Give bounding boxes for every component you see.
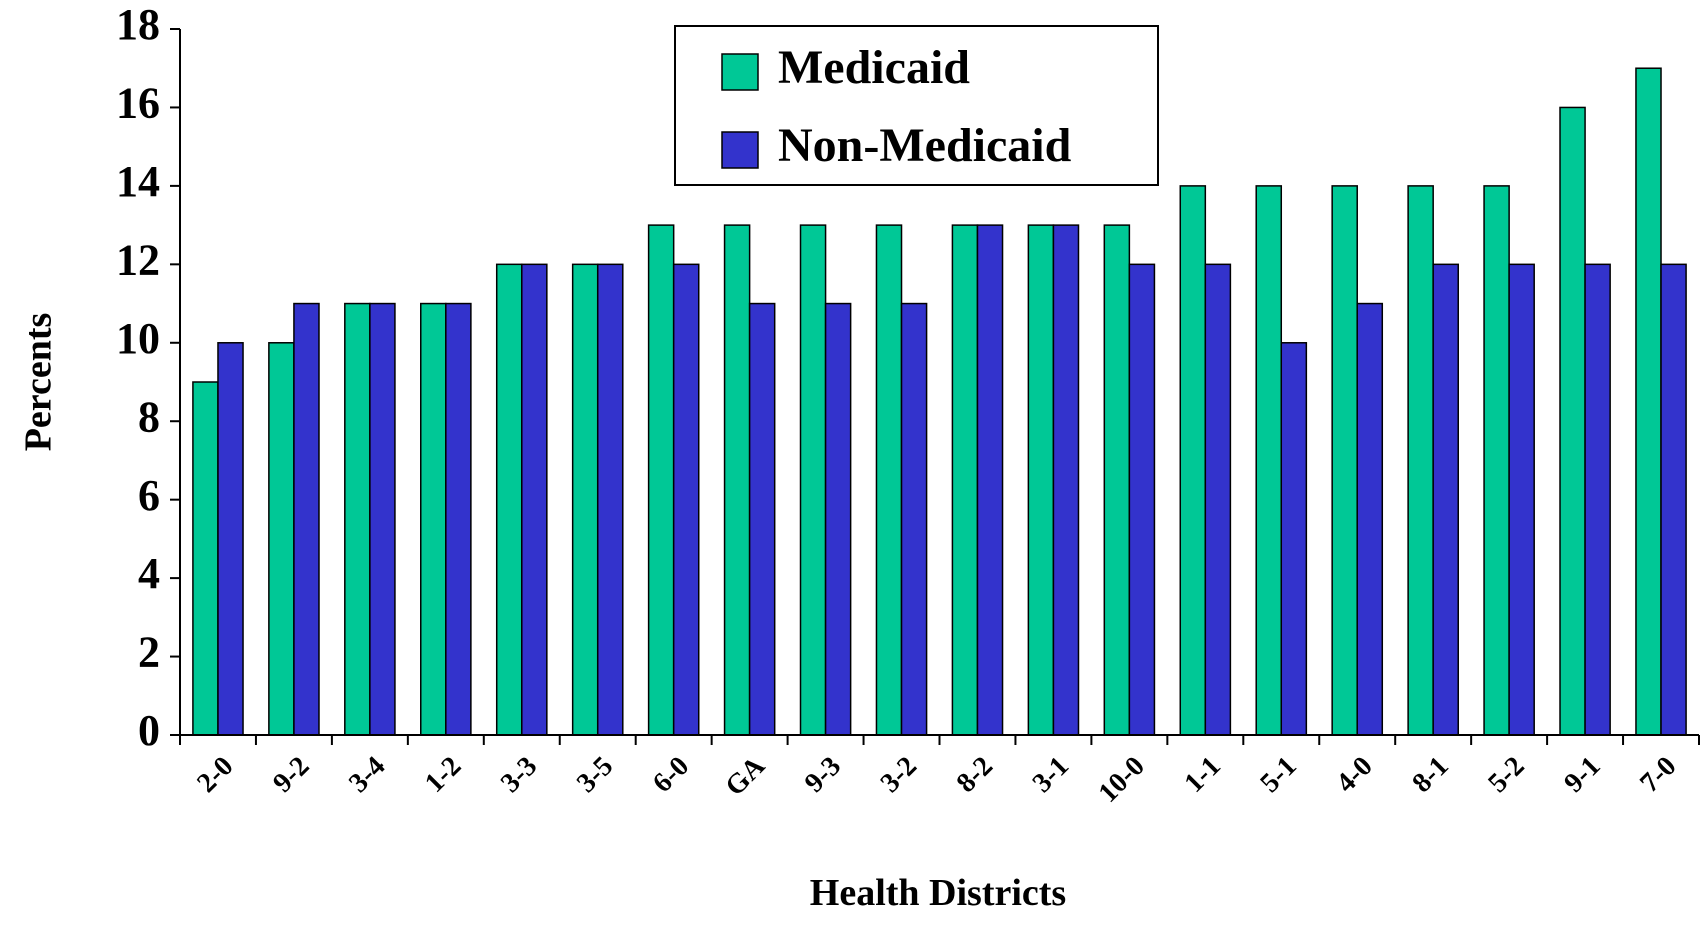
legend-swatch	[721, 53, 759, 91]
bar	[748, 302, 776, 736]
x-tick-label: 2-0	[191, 751, 239, 799]
bar	[723, 224, 751, 736]
x-tick-label: 10-0	[1093, 751, 1151, 809]
x-tick-label: 6-0	[647, 751, 695, 799]
x-tick-label: 3-4	[343, 751, 391, 799]
bar	[672, 263, 700, 736]
x-tick-label: 9-1	[1558, 751, 1606, 799]
bar	[1559, 106, 1586, 736]
bar	[1635, 67, 1662, 736]
bar	[976, 224, 1004, 736]
bar	[1407, 185, 1434, 736]
legend: Medicaid Non-Medicaid	[674, 25, 1159, 186]
bar	[420, 302, 447, 736]
y-tick-label: 6	[138, 471, 160, 520]
bar	[445, 302, 472, 736]
legend-label: Non-Medicaid	[778, 119, 1072, 172]
bar	[647, 224, 675, 736]
bar	[571, 263, 599, 736]
x-tick-label: 3-2	[875, 751, 923, 799]
bar	[1128, 263, 1156, 736]
bar	[824, 302, 852, 736]
y-tick-label: 4	[138, 549, 160, 598]
x-tick-label: 3-5	[571, 751, 619, 799]
bar	[1204, 263, 1232, 736]
bar	[1432, 263, 1459, 736]
bar	[1103, 224, 1131, 736]
bar	[293, 302, 320, 736]
x-tick-label: 3-3	[495, 751, 543, 799]
y-tick-label: 2	[138, 628, 160, 677]
y-tick-label: 14	[116, 157, 160, 206]
x-tick-label: 4-0	[1330, 751, 1378, 799]
x-tick-label: 7-0	[1634, 751, 1682, 799]
bar	[369, 302, 396, 736]
bar	[1483, 185, 1510, 736]
bar	[521, 263, 548, 736]
x-tick-label: 5-2	[1482, 751, 1530, 799]
bar	[1331, 185, 1358, 736]
bar	[596, 263, 624, 736]
legend-swatch	[721, 131, 759, 169]
x-tick-label: 5-1	[1254, 751, 1302, 799]
x-tick-label: 8-2	[951, 751, 999, 799]
y-tick-label: 18	[116, 0, 160, 49]
bar	[1027, 224, 1055, 736]
y-tick-label: 16	[116, 79, 160, 128]
bar	[900, 302, 928, 736]
bar	[799, 224, 827, 736]
bar	[344, 302, 371, 736]
bar	[268, 342, 295, 736]
x-tick-label: 9-2	[267, 751, 315, 799]
bar	[1280, 342, 1308, 736]
x-tick-label: GA	[719, 750, 771, 802]
y-axis-title: Percents	[18, 313, 60, 452]
bar	[1179, 185, 1207, 736]
y-tick-label: 10	[116, 314, 160, 363]
bar	[1052, 224, 1080, 736]
legend-label: Medicaid	[778, 41, 970, 94]
x-tick-label: 1-1	[1179, 751, 1227, 799]
bar	[217, 342, 244, 736]
bar	[875, 224, 903, 736]
bar	[1255, 185, 1283, 736]
bar	[1660, 263, 1687, 736]
x-tick-label: 8-1	[1406, 751, 1454, 799]
bar	[1356, 302, 1384, 736]
bar	[192, 381, 219, 736]
x-tick-label: 9-3	[799, 751, 847, 799]
x-axis-title: Health Districts	[810, 872, 1066, 914]
y-tick-label: 8	[138, 392, 160, 441]
bar	[495, 263, 523, 736]
bar	[951, 224, 979, 736]
y-tick-label: 0	[138, 706, 160, 755]
bar	[1584, 263, 1611, 736]
bar	[1508, 263, 1535, 736]
y-tick-label: 12	[116, 235, 160, 284]
x-tick-label: 3-1	[1027, 751, 1075, 799]
x-tick-label: 1-2	[419, 751, 467, 799]
